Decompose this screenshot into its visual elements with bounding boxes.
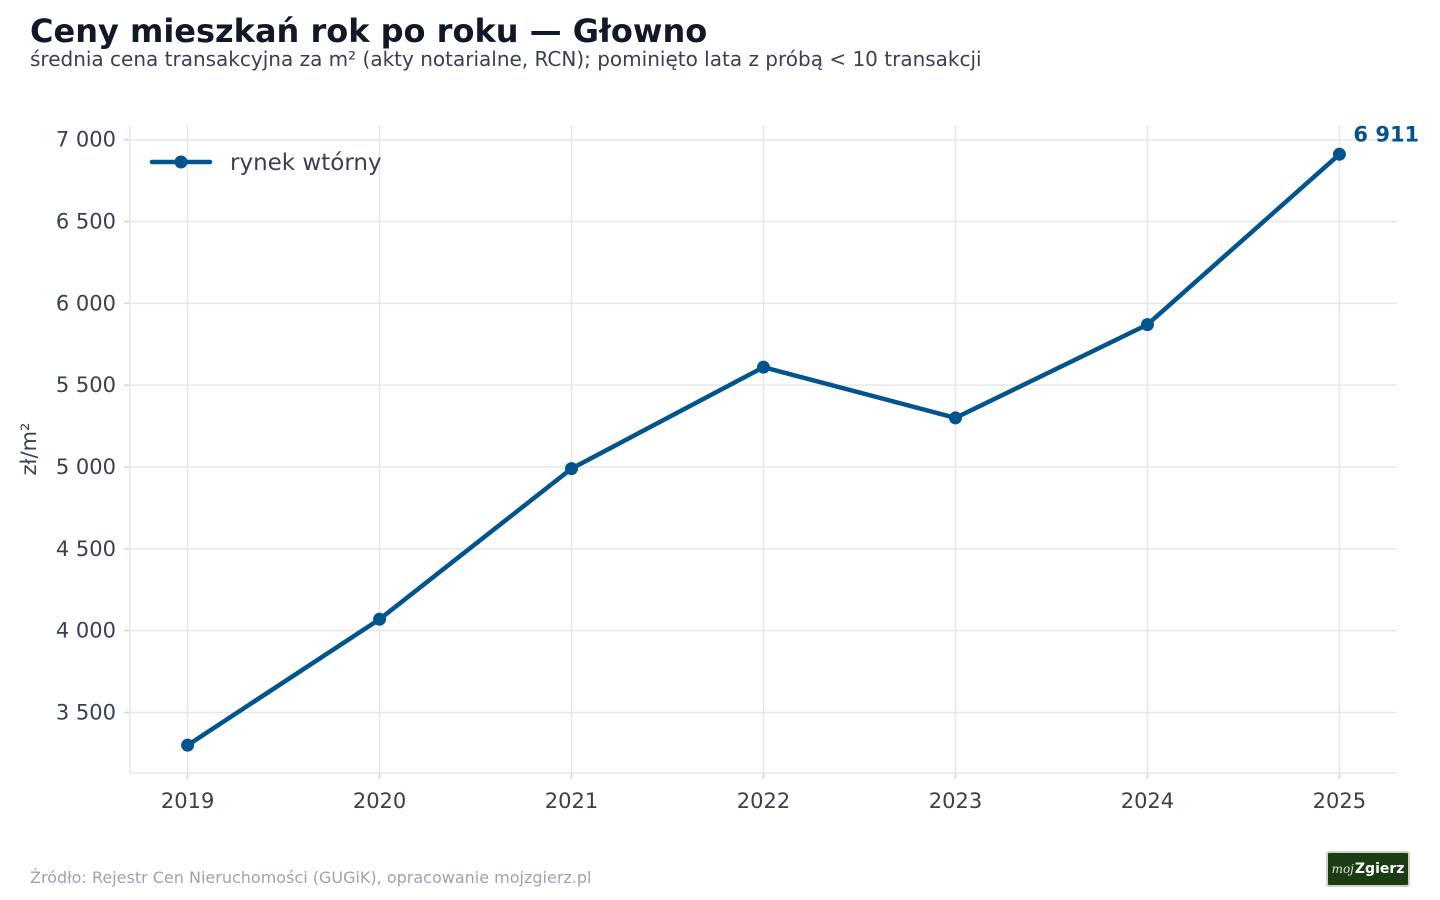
x-tick-label: 2025 [1313,789,1366,813]
y-tick-label: 5 500 [56,373,116,397]
data-point [757,360,770,374]
y-tick-label: 6 500 [56,210,116,234]
series-layer [181,147,1346,752]
y-tick-label: 7 000 [56,128,116,152]
x-tick-label: 2023 [929,789,982,813]
logo-text-moj: moj [1331,862,1354,876]
axis-layer: 3 500 4 000 4 500 5 000 5 500 6 000 6 500 7 000… [17,125,1397,813]
chart-title: Ceny mieszkań rok po roku — Głowno [30,12,708,50]
label-layer: 6 911 [1353,122,1419,146]
data-label-last: 6 911 [1353,122,1419,146]
chart-subtitle: średnia cena transakcyjna za m² (akty no… [30,47,982,71]
y-tick-label: 4 000 [56,619,116,643]
y-tick-label: 6 000 [56,291,116,315]
x-tick-label: 2022 [737,789,790,813]
data-point [181,738,195,752]
data-point [565,462,579,476]
y-tick-label: 5 000 [56,455,116,479]
y-tick-label: 3 500 [56,700,116,724]
site-logo[interactable]: moj Zgierz [1326,851,1410,887]
legend-marker [174,155,188,169]
legend-label: rynek wtórny [230,150,382,176]
logo-text-zgierz: Zgierz [1354,861,1405,877]
legend: rynek wtórny [149,150,382,176]
x-tick-label: 2024 [1121,789,1174,813]
source-note: Źródło: Rejestr Cen Nieruchomości (GUGiK… [30,868,592,887]
grid-layer [130,125,1397,773]
data-point [373,612,387,626]
y-axis-label: zł/m² [17,423,41,476]
data-point [1140,318,1154,332]
y-tick-label: 4 500 [56,537,116,561]
data-point [1332,147,1346,161]
x-tick-label: 2021 [545,789,598,813]
data-point [948,411,962,425]
x-tick-label: 2019 [161,789,214,813]
x-tick-label: 2020 [353,789,406,813]
